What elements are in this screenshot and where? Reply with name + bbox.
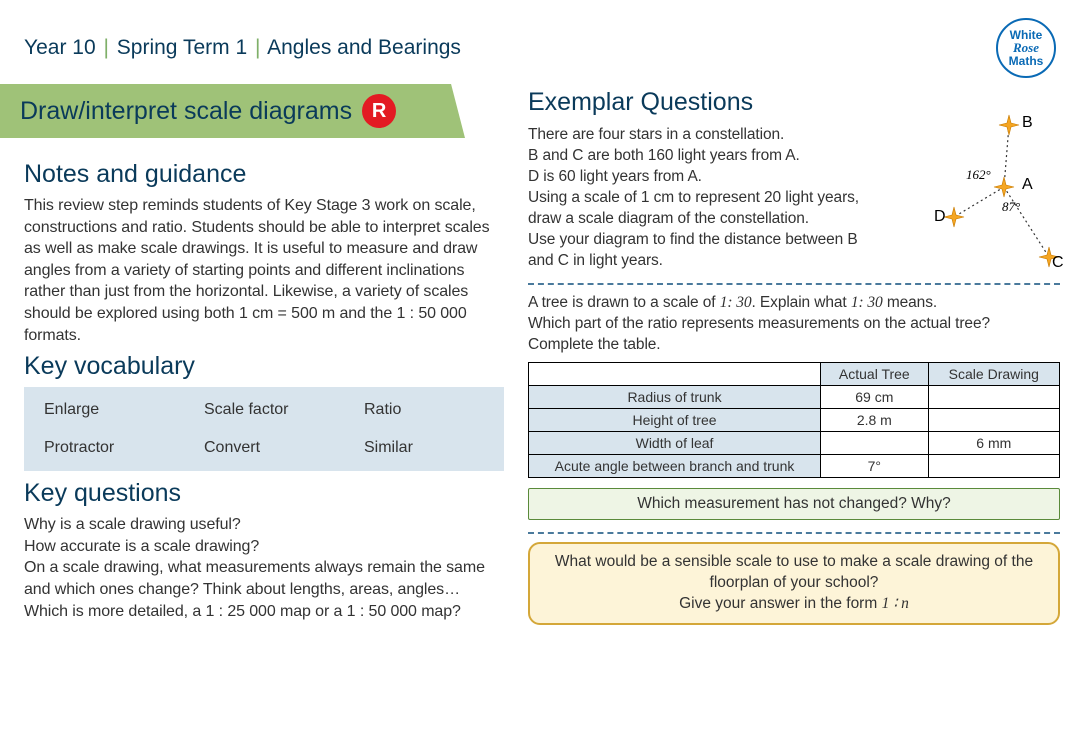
table-row: Acute angle between branch and trunk 7° — [529, 455, 1060, 478]
angle-162: 162° — [966, 167, 991, 182]
vocab-cell: Enlarge — [24, 391, 184, 429]
constellation-diagram: B A D C 162° 87° — [894, 107, 1064, 287]
logo-line3: Maths — [1009, 55, 1044, 68]
yellow-line1: What would be a sensible scale to use to… — [555, 553, 1033, 591]
vocab-cell: Scale factor — [184, 391, 344, 429]
review-badge: R — [362, 94, 396, 128]
table-cell — [928, 409, 1059, 432]
yellow-line2b: 1 ∶ n — [882, 595, 909, 612]
table-header: Actual Tree — [821, 363, 929, 386]
logo-line2: Rose — [1013, 41, 1039, 55]
scale-table: Actual Tree Scale Drawing Radius of trun… — [528, 362, 1060, 478]
yellow-line2a: Give your answer in the form — [679, 595, 881, 612]
logo-whiterosemaths: White Rose Maths — [996, 18, 1056, 78]
breadcrumb-year: Year 10 — [24, 36, 96, 59]
q1-line: Using a scale of 1 cm to represent 20 li… — [528, 189, 859, 227]
vocab-cell: Protractor — [24, 429, 184, 467]
table-cell — [821, 432, 929, 455]
vocab-row: Protractor Convert Similar — [24, 429, 504, 467]
exemplar-q1-text: There are four stars in a constellation.… — [528, 125, 873, 271]
vocab-cell: Convert — [184, 429, 344, 467]
breadcrumb-term: Spring Term 1 — [117, 36, 247, 59]
label-c: C — [1052, 254, 1064, 271]
breadcrumb-topic: Angles and Bearings — [267, 36, 461, 59]
label-d: D — [934, 208, 946, 225]
q2-intro: . Explain what — [752, 294, 851, 311]
q2-intro: means. — [883, 294, 937, 311]
divider — [528, 532, 1060, 534]
breadcrumb-sep: | — [253, 36, 262, 59]
table-row: Height of tree 2.8 m — [529, 409, 1060, 432]
key-question: How accurate is a scale drawing? — [24, 536, 504, 558]
key-questions: Why is a scale drawing useful? How accur… — [24, 514, 504, 622]
key-question: Why is a scale drawing useful? — [24, 514, 504, 536]
table-header: Scale Drawing — [928, 363, 1059, 386]
q2-ratio: 1: 30 — [851, 294, 883, 311]
q2-intro: A tree is drawn to a scale of — [528, 294, 720, 311]
table-header-row: Actual Tree Scale Drawing — [529, 363, 1060, 386]
angle-87: 87° — [1002, 199, 1020, 214]
q1-line: There are four stars in a constellation. — [528, 126, 784, 143]
green-text: Which measurement has not changed? Why? — [637, 495, 951, 512]
main-content: Draw/interpret scale diagrams R Notes an… — [0, 84, 1084, 625]
table-cell: Acute angle between branch and trunk — [529, 455, 821, 478]
table-cell — [928, 455, 1059, 478]
vocab-heading: Key vocabulary — [24, 352, 504, 381]
left-column: Draw/interpret scale diagrams R Notes an… — [24, 84, 504, 625]
q1-line: D is 60 light years from A. — [528, 168, 702, 185]
breadcrumb-sep: | — [101, 36, 110, 59]
q2-ratio: 1: 30 — [720, 294, 752, 311]
lesson-title: Draw/interpret scale diagrams — [20, 97, 352, 126]
table-cell: 2.8 m — [821, 409, 929, 432]
table-corner — [529, 363, 821, 386]
table-cell: 69 cm — [821, 386, 929, 409]
table-cell: Height of tree — [529, 409, 821, 432]
right-column: Exemplar Questions There are four stars … — [528, 84, 1060, 625]
vocab-cell: Similar — [344, 429, 504, 467]
notes-text: This review step reminds students of Key… — [24, 195, 504, 346]
page-header: Year 10 | Spring Term 1 | Angles and Bea… — [0, 0, 1084, 84]
notes-heading: Notes and guidance — [24, 160, 504, 189]
table-cell: 6 mm — [928, 432, 1059, 455]
table-cell: 7° — [821, 455, 929, 478]
table-cell — [928, 386, 1059, 409]
table-row: Width of leaf 6 mm — [529, 432, 1060, 455]
table-row: Radius of trunk 69 cm — [529, 386, 1060, 409]
lesson-title-banner: Draw/interpret scale diagrams R — [0, 84, 465, 138]
q2-line: Which part of the ratio represents measu… — [528, 315, 990, 332]
table-cell: Width of leaf — [529, 432, 821, 455]
q2-line: Complete the table. — [528, 336, 661, 353]
green-question-box: Which measurement has not changed? Why? — [528, 488, 1060, 520]
yellow-question-box: What would be a sensible scale to use to… — [528, 542, 1060, 625]
label-b: B — [1022, 114, 1033, 131]
keyq-heading: Key questions — [24, 479, 504, 508]
table-cell: Radius of trunk — [529, 386, 821, 409]
key-question: Which is more detailed, a 1 : 25 000 map… — [24, 601, 504, 623]
exemplar-q2-text: A tree is drawn to a scale of 1: 30. Exp… — [528, 293, 1060, 356]
vocab-cell: Ratio — [344, 391, 504, 429]
key-question: On a scale drawing, what measurements al… — [24, 557, 504, 600]
exemplar-q1: There are four stars in a constellation.… — [528, 125, 1060, 271]
vocab-row: Enlarge Scale factor Ratio — [24, 391, 504, 429]
q1-line: Use your diagram to find the distance be… — [528, 231, 858, 269]
q1-line: B and C are both 160 light years from A. — [528, 147, 800, 164]
vocab-table: Enlarge Scale factor Ratio Protractor Co… — [24, 387, 504, 471]
label-a: A — [1022, 176, 1033, 193]
breadcrumb: Year 10 | Spring Term 1 | Angles and Bea… — [24, 36, 461, 60]
